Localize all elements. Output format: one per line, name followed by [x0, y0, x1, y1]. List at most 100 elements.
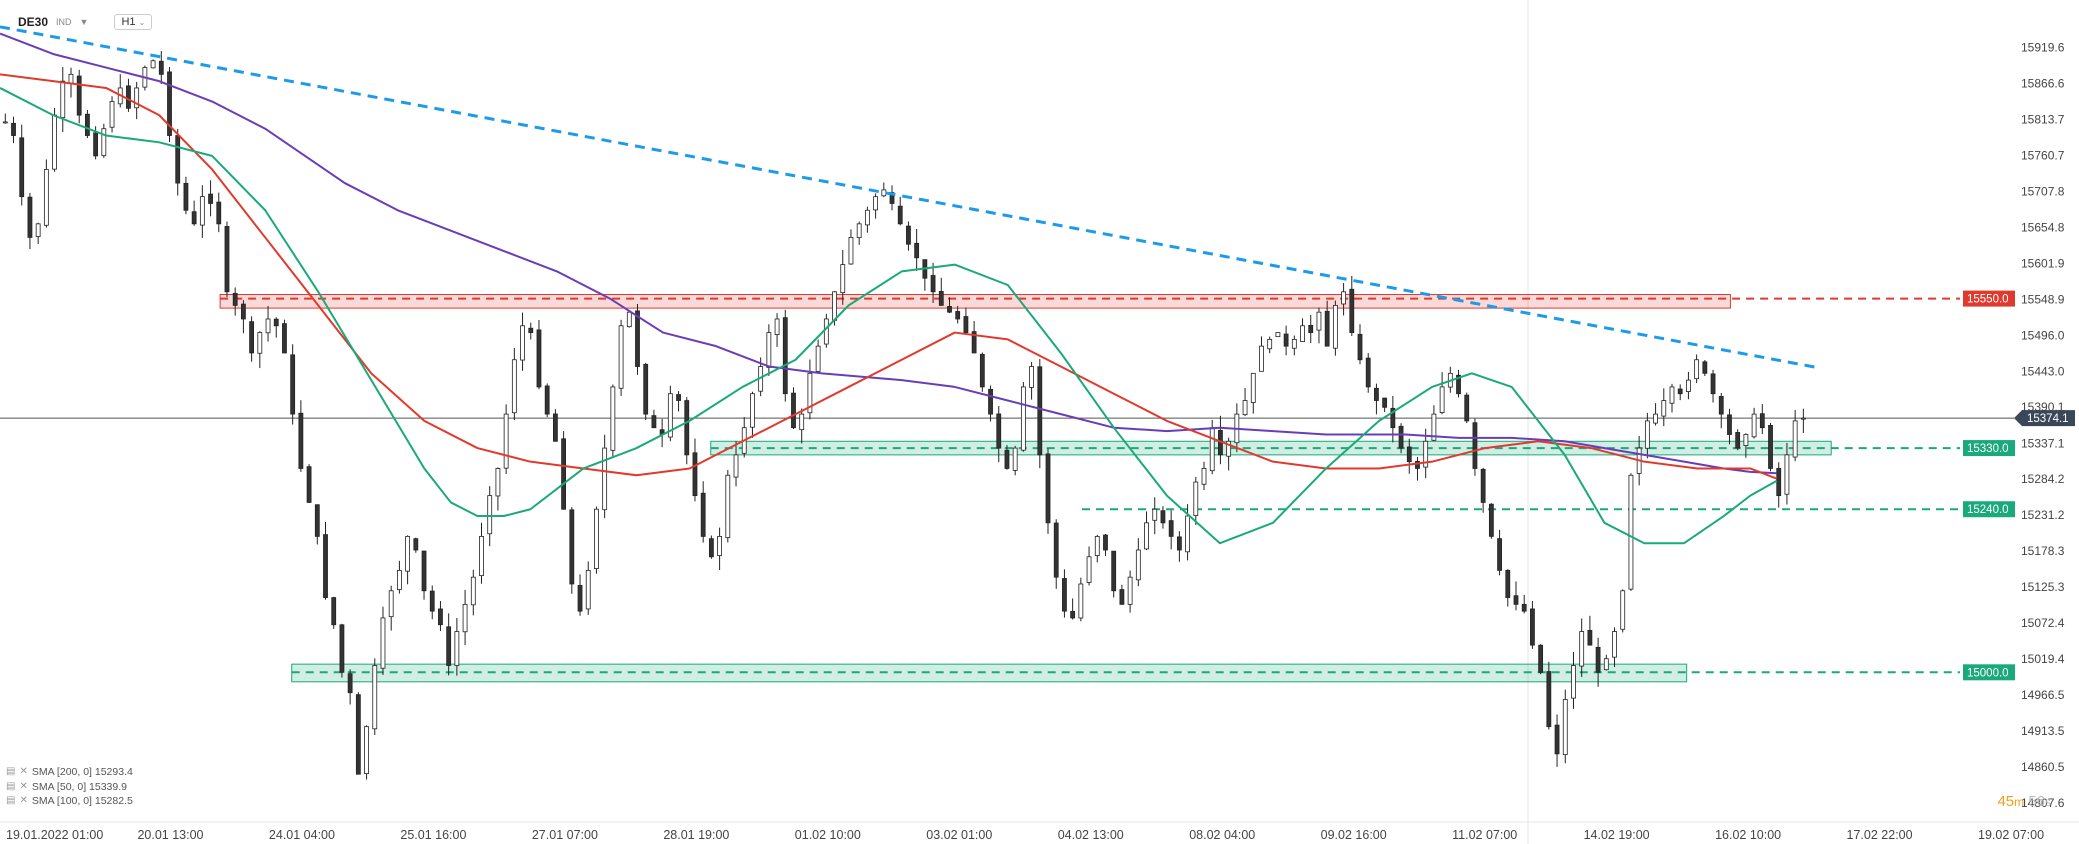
candle-body-up [1743, 434, 1749, 446]
timer-minutes-unit: m [2014, 795, 2025, 809]
candle-body-up [774, 318, 780, 336]
sma-legend-row[interactable]: ▤ ✕ SMA [200, 0] 15293.4 [6, 765, 133, 780]
candle [158, 51, 164, 85]
candle-body-up [1086, 556, 1092, 583]
x-tick-label: 14.02 19:00 [1584, 828, 1650, 842]
settings-icon[interactable]: ▤ [6, 780, 16, 792]
candle-body-down [429, 590, 435, 612]
timeframe-select[interactable]: H1 ⌄ [114, 14, 153, 30]
candle [101, 123, 107, 158]
candle [396, 560, 402, 594]
candle [1374, 383, 1379, 415]
candle [1275, 332, 1281, 338]
timer-minutes: 45 [1997, 793, 2015, 810]
y-tick-label: 14807.6 [2021, 796, 2065, 810]
price-tag-label: 15000.0 [1967, 667, 2009, 679]
sma-legend-label: SMA [100, 0] 15282.5 [31, 795, 133, 807]
y-tick-label: 15813.7 [2021, 112, 2065, 126]
sma-legend-row[interactable]: ▤ ✕ SMA [100, 0] 15282.5 [6, 794, 133, 809]
candle-body-down [708, 538, 714, 558]
candle-body-down [643, 363, 649, 415]
candle-body-up [725, 474, 731, 539]
candle [175, 128, 181, 196]
candle [815, 339, 821, 373]
candle [355, 692, 361, 775]
candle-body-up [52, 114, 57, 170]
sma-legend-row[interactable]: ▤ ✕ SMA [50, 0] 15339.9 [6, 780, 133, 795]
candle-body-up [396, 569, 402, 590]
candle [306, 464, 312, 503]
candle-body-down [979, 353, 985, 388]
candle [1053, 519, 1059, 589]
candle-body-up [1800, 417, 1806, 420]
candle-body-up [487, 495, 493, 535]
candle-body-up [35, 223, 41, 237]
candle [1628, 473, 1634, 591]
candle [462, 589, 468, 646]
chevron-down-icon[interactable]: ▼ [79, 17, 89, 27]
candle-body-down [306, 466, 312, 503]
candle-body-down [561, 438, 567, 510]
close-icon[interactable]: ✕ [19, 795, 28, 806]
close-icon[interactable]: ✕ [19, 780, 28, 792]
candle-body-down [906, 225, 911, 245]
candle-body-down [914, 242, 920, 259]
candle [1530, 600, 1535, 649]
candle-body-down [1497, 538, 1502, 571]
candle [1086, 546, 1092, 586]
candle-body-up [1275, 332, 1281, 338]
candle [314, 504, 320, 545]
candle-body-down [544, 385, 550, 415]
candle [569, 507, 575, 594]
candle-body-up [1669, 386, 1675, 404]
candle-body-up [1250, 372, 1256, 403]
candle-body-up [1012, 447, 1018, 471]
candle [906, 221, 911, 251]
candle [930, 262, 936, 304]
x-tick-label: 17.02 22:00 [1847, 828, 1913, 842]
candle [1620, 589, 1626, 633]
candle-body-down [323, 534, 328, 598]
candle-body-up [470, 576, 476, 606]
candle-body-up [1185, 515, 1190, 553]
y-tick-label: 15866.6 [2021, 76, 2065, 90]
candle [2, 113, 8, 124]
symbol-label[interactable]: DE30 [18, 15, 49, 29]
close-icon[interactable]: ✕ [19, 766, 28, 777]
candle-body-down [1390, 407, 1396, 429]
candle [1710, 369, 1716, 403]
y-tick-label: 15919.6 [2021, 40, 2065, 54]
candle [766, 324, 772, 376]
candle [1201, 461, 1207, 490]
candle-body-up [766, 332, 772, 368]
candle-body-down [76, 75, 82, 116]
candle [938, 277, 944, 306]
candle-body-up [840, 264, 846, 294]
price-tag-label: 15330.0 [1967, 443, 2009, 455]
candle [1644, 412, 1650, 459]
settings-icon[interactable]: ▤ [6, 795, 16, 806]
current-price-tag [2014, 410, 2075, 427]
candle-body-down [1037, 366, 1043, 456]
candle-body-up [832, 291, 837, 321]
candle [897, 196, 903, 226]
candle [1702, 360, 1708, 377]
price-tag [1963, 501, 2015, 518]
candle-body-down [1365, 357, 1371, 388]
candle [413, 537, 419, 553]
settings-icon[interactable]: ▤ [6, 766, 16, 777]
y-tick-label: 14966.5 [2021, 688, 2065, 702]
candle [511, 348, 517, 421]
candle-body-down [232, 292, 238, 306]
candle-body-down [446, 626, 452, 666]
candle [1677, 384, 1683, 401]
candle-body-down [1735, 432, 1741, 449]
candle [1513, 581, 1519, 611]
x-tick-label: 01.02 10:00 [795, 828, 861, 842]
candle [1554, 714, 1560, 767]
y-tick-label: 15019.4 [2021, 652, 2065, 666]
candle-body-down [273, 318, 279, 327]
y-tick-label: 15601.9 [2021, 256, 2065, 270]
candle [1415, 456, 1420, 481]
